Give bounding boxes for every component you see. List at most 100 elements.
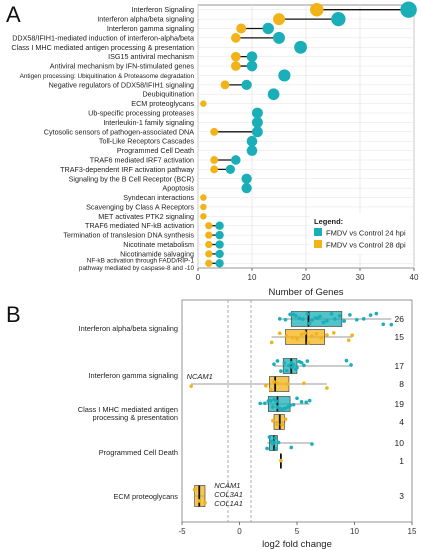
panel-b-group-label: Interferon alpha/beta signaling xyxy=(79,324,178,333)
panel-b-point xyxy=(268,398,273,403)
panel-a-legend-box xyxy=(310,214,412,254)
panel-b-point xyxy=(291,312,296,317)
panel-a-point-28dpi xyxy=(220,80,230,90)
panel-b-annotation-label: COL1A1 xyxy=(214,499,243,508)
panel-a-point-28dpi xyxy=(230,51,241,62)
panel-b-point xyxy=(284,334,289,338)
panel-a-category-label: Nicotinamide salvaging xyxy=(120,249,194,258)
panel-b-x-tick-label: 0 xyxy=(237,527,242,536)
panel-b-point xyxy=(381,322,386,327)
panel-a-point-28dpi xyxy=(200,194,207,201)
panel-a-category-label: MET activates PTK2 signaling xyxy=(98,212,194,221)
panel-a-point-28dpi xyxy=(200,213,207,220)
panel-a-category-label: Toll-Like Receptors Cascades xyxy=(99,137,194,146)
panel-a-point-24hpi xyxy=(215,249,224,259)
panel-b-x-axis-title: log2 fold change xyxy=(262,539,332,550)
panel-b-point xyxy=(288,312,292,317)
panel-b-point xyxy=(299,332,304,337)
panel-a-point-24hpi xyxy=(215,240,224,249)
panel-a-x-tick-label: 30 xyxy=(356,273,365,282)
panel-b-point xyxy=(307,321,312,326)
panel-a-category-label: Apoptosis xyxy=(162,184,194,193)
panel-b-point xyxy=(272,362,276,367)
panel-a-point-28dpi xyxy=(205,240,213,249)
panel-b-point xyxy=(349,363,353,367)
panel-b-point xyxy=(302,363,306,368)
panel-a-point-28dpi xyxy=(210,156,219,164)
panel-b-x-tick-label: 15 xyxy=(408,527,417,536)
panel-a-point-24hpi xyxy=(246,60,258,72)
panel-a-legend-label: FMDV vs Control 28 dpi xyxy=(326,241,406,250)
panel-b-point xyxy=(374,311,379,316)
panel-a-category-label: Interferon gamma signaling xyxy=(107,24,194,33)
panel-a-point-24hpi xyxy=(225,164,236,175)
panel-a-point-28dpi xyxy=(310,2,324,17)
panel-b-point xyxy=(299,360,304,365)
panel-a-point-24hpi xyxy=(241,173,252,184)
panel-b-point xyxy=(279,458,283,463)
panel-b-point xyxy=(344,358,349,363)
panel-a-point-24hpi xyxy=(246,51,258,62)
panel-b-point xyxy=(277,317,282,321)
panel-a-point-24hpi xyxy=(251,126,263,138)
panel-a-point-24hpi xyxy=(278,69,291,82)
panel-a-category-label: TRAF6 mediated IRF7 activation xyxy=(90,155,194,164)
panel-a-point-24hpi xyxy=(262,22,274,35)
panel-b-count-label: 3 xyxy=(399,491,404,501)
panel-a-category-label: Termination of translesion DNA synthesis xyxy=(63,231,194,240)
panel-b-point xyxy=(262,401,267,406)
panel-a-point-28dpi xyxy=(230,33,241,43)
panel-b-point xyxy=(290,335,295,340)
panel-b-point xyxy=(288,403,292,408)
panel-b-point xyxy=(321,320,326,325)
panel-a-point-28dpi xyxy=(205,231,213,239)
panel-a-point-28dpi xyxy=(200,203,207,211)
panel-b-point xyxy=(272,380,276,384)
panel-b-count-label: 4 xyxy=(399,417,404,427)
panel-a-category-label: Syndecan interactions xyxy=(123,193,194,202)
panel-a-legend-label: FMDV vs Control 24 hpi xyxy=(326,229,406,238)
panel-a-point-28dpi xyxy=(200,100,207,107)
panel-b-point xyxy=(283,417,288,422)
panel-b-point xyxy=(329,312,334,316)
panel-b-letter: B xyxy=(6,302,21,327)
panel-b-point xyxy=(273,436,277,440)
panel-a-category-label: ECM proteoglycans xyxy=(131,99,194,108)
panel-a-point-28dpi xyxy=(236,23,247,34)
panel-b-point xyxy=(270,405,275,409)
panel-b-point xyxy=(319,335,323,340)
panel-a-point-24hpi xyxy=(241,183,252,194)
panel-a-category-label: Deubiquitination xyxy=(142,90,194,99)
panel-b-point xyxy=(331,330,336,335)
panel-b-point xyxy=(265,446,269,451)
panel-a-legend-swatch xyxy=(314,228,322,236)
panel-a-point-24hpi xyxy=(273,31,285,44)
panel-a-point-24hpi xyxy=(331,11,346,27)
panel-b-point xyxy=(289,445,294,450)
panel-b-point xyxy=(280,422,284,427)
panel-b-chart: -5 0 5 10 15 log2 fold change Interferon alpha… xyxy=(78,299,417,550)
panel-b-group-label: Interferon gamma signaling xyxy=(88,371,178,380)
panel-a-point-28dpi xyxy=(205,222,213,230)
panel-b-point xyxy=(275,381,280,386)
panel-b-point xyxy=(307,398,312,403)
panel-a-point-24hpi xyxy=(294,40,308,54)
panel-b-point xyxy=(197,499,202,503)
panel-a-point-28dpi xyxy=(210,127,219,136)
panel-a-point-24hpi xyxy=(246,145,258,156)
panel-a-category-label: Interferon alpha/beta signaling xyxy=(97,15,194,24)
panel-a-point-24hpi xyxy=(246,135,258,147)
panel-a-point-24hpi xyxy=(251,107,263,119)
panel-a-letter: A xyxy=(6,2,21,27)
panel-b-point xyxy=(361,316,366,321)
panel-a-category-label: NF-kB activation through FADD/RIP-1 pathw… xyxy=(79,257,195,272)
panel-b-point xyxy=(306,340,311,345)
panel-a-category-label: Programmed Cell Death xyxy=(117,146,194,155)
panel-b-point xyxy=(368,313,373,317)
panel-a-category-label: Antiviral mechanism by IFN-stimulated ge… xyxy=(50,62,195,71)
panel-b-point xyxy=(276,440,281,445)
panel-b-point xyxy=(348,313,352,317)
panel-b-count-label: 26 xyxy=(395,314,405,324)
panel-b-point xyxy=(283,317,288,322)
